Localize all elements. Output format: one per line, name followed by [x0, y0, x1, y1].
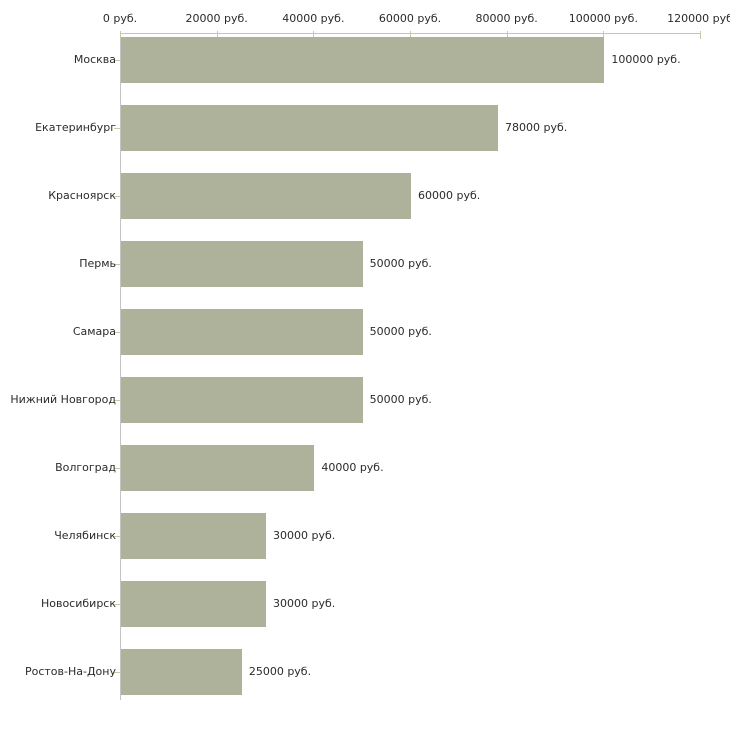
- value-label: 78000 руб.: [505, 121, 568, 134]
- category-label: Новосибирск: [40, 597, 116, 610]
- y-axis-tick-mark: [114, 400, 120, 401]
- y-axis-tick-mark: [114, 536, 120, 537]
- category-label: Волгоград: [55, 461, 116, 474]
- bar-7: [121, 445, 315, 491]
- bar-4: [121, 241, 363, 287]
- value-label: 50000 руб.: [369, 325, 432, 338]
- x-axis-tick-label: 40000 руб.: [282, 12, 345, 25]
- x-axis-tick-label: 120000 руб: [667, 12, 730, 25]
- y-axis-tick-mark: [114, 264, 120, 265]
- y-axis-tick-mark: [114, 196, 120, 197]
- bar-3: [121, 173, 411, 219]
- value-label: 50000 руб.: [369, 393, 432, 406]
- value-label: 40000 руб.: [321, 461, 384, 474]
- y-axis-tick-mark: [114, 468, 120, 469]
- category-label: Москва: [73, 53, 116, 66]
- value-label: 100000 руб.: [611, 53, 681, 66]
- category-label: Красноярск: [48, 189, 116, 202]
- x-axis-tick-mark: [216, 31, 218, 39]
- x-axis-tick-label: 100000 руб.: [568, 12, 638, 25]
- bar-2: [121, 105, 498, 151]
- x-axis-tick-label: 80000 руб.: [475, 12, 538, 25]
- category-label: Самара: [72, 325, 116, 338]
- x-axis-tick-mark: [603, 31, 605, 39]
- value-label: 50000 руб.: [369, 257, 432, 270]
- category-label: Челябинск: [54, 529, 116, 542]
- category-label: Екатеринбург: [35, 121, 116, 134]
- bar-1: [121, 37, 605, 83]
- category-label: Ростов-На-Дону: [24, 665, 116, 678]
- y-axis-tick-mark: [114, 332, 120, 333]
- bar-5: [121, 309, 363, 355]
- x-axis-tick-label: 60000 руб.: [378, 12, 442, 25]
- x-axis-tick-mark: [410, 31, 411, 39]
- y-axis-line: [120, 33, 121, 700]
- x-axis-tick-mark: [120, 31, 121, 39]
- value-label: 60000 руб.: [418, 189, 481, 202]
- bar-10: [121, 649, 242, 695]
- x-axis-tick-label: 20000 руб.: [185, 12, 248, 25]
- x-axis-tick-label: 0 руб.: [102, 12, 138, 25]
- x-axis-tick-mark: [506, 31, 508, 39]
- bar-6: [121, 377, 363, 423]
- category-label: Пермь: [79, 257, 116, 270]
- y-axis-tick-mark: [114, 672, 120, 673]
- y-axis-tick-mark: [114, 604, 120, 605]
- x-axis-tick-mark: [700, 31, 701, 39]
- value-label: 25000 руб.: [248, 665, 312, 678]
- bar-8: [121, 513, 266, 559]
- y-axis-tick-mark: [114, 60, 120, 61]
- bar-9: [121, 581, 266, 627]
- y-axis-tick-mark: [114, 128, 120, 129]
- category-label: Нижний Новгород: [10, 393, 116, 406]
- value-label: 30000 руб.: [273, 597, 336, 610]
- value-label: 30000 руб.: [273, 529, 336, 542]
- x-axis-tick-mark: [313, 31, 315, 39]
